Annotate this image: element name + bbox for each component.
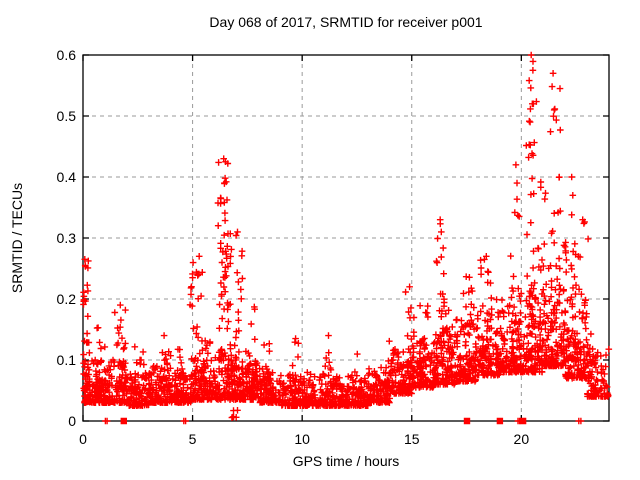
y-tick-labels: 0 0.1 0.2 0.3 0.4 0.5 0.6 [57, 47, 77, 429]
gridlines [84, 56, 608, 420]
y-tick-label: 0.5 [57, 108, 77, 124]
x-tick-label: 0 [79, 431, 87, 447]
y-tick-label: 0.3 [57, 230, 77, 246]
scatter-points [80, 51, 613, 425]
x-tick-label: 5 [189, 431, 197, 447]
y-tick-label: 0.2 [57, 291, 77, 307]
y-tick-label: 0.1 [57, 352, 77, 368]
x-axis-label: GPS time / hours [293, 453, 400, 469]
y-tick-label: 0.4 [57, 169, 77, 185]
x-tick-label: 20 [514, 431, 530, 447]
x-tick-label: 15 [404, 431, 420, 447]
x-tick-labels: 0 5 10 15 20 [79, 431, 529, 447]
y-axis-label: SRMTID / TECUs [9, 183, 25, 293]
x-tick-label: 10 [294, 431, 310, 447]
y-tick-label: 0 [68, 413, 76, 429]
y-tick-label: 0.6 [57, 47, 77, 63]
chart-title: Day 068 of 2017, SRMTID for receiver p00… [209, 14, 482, 30]
